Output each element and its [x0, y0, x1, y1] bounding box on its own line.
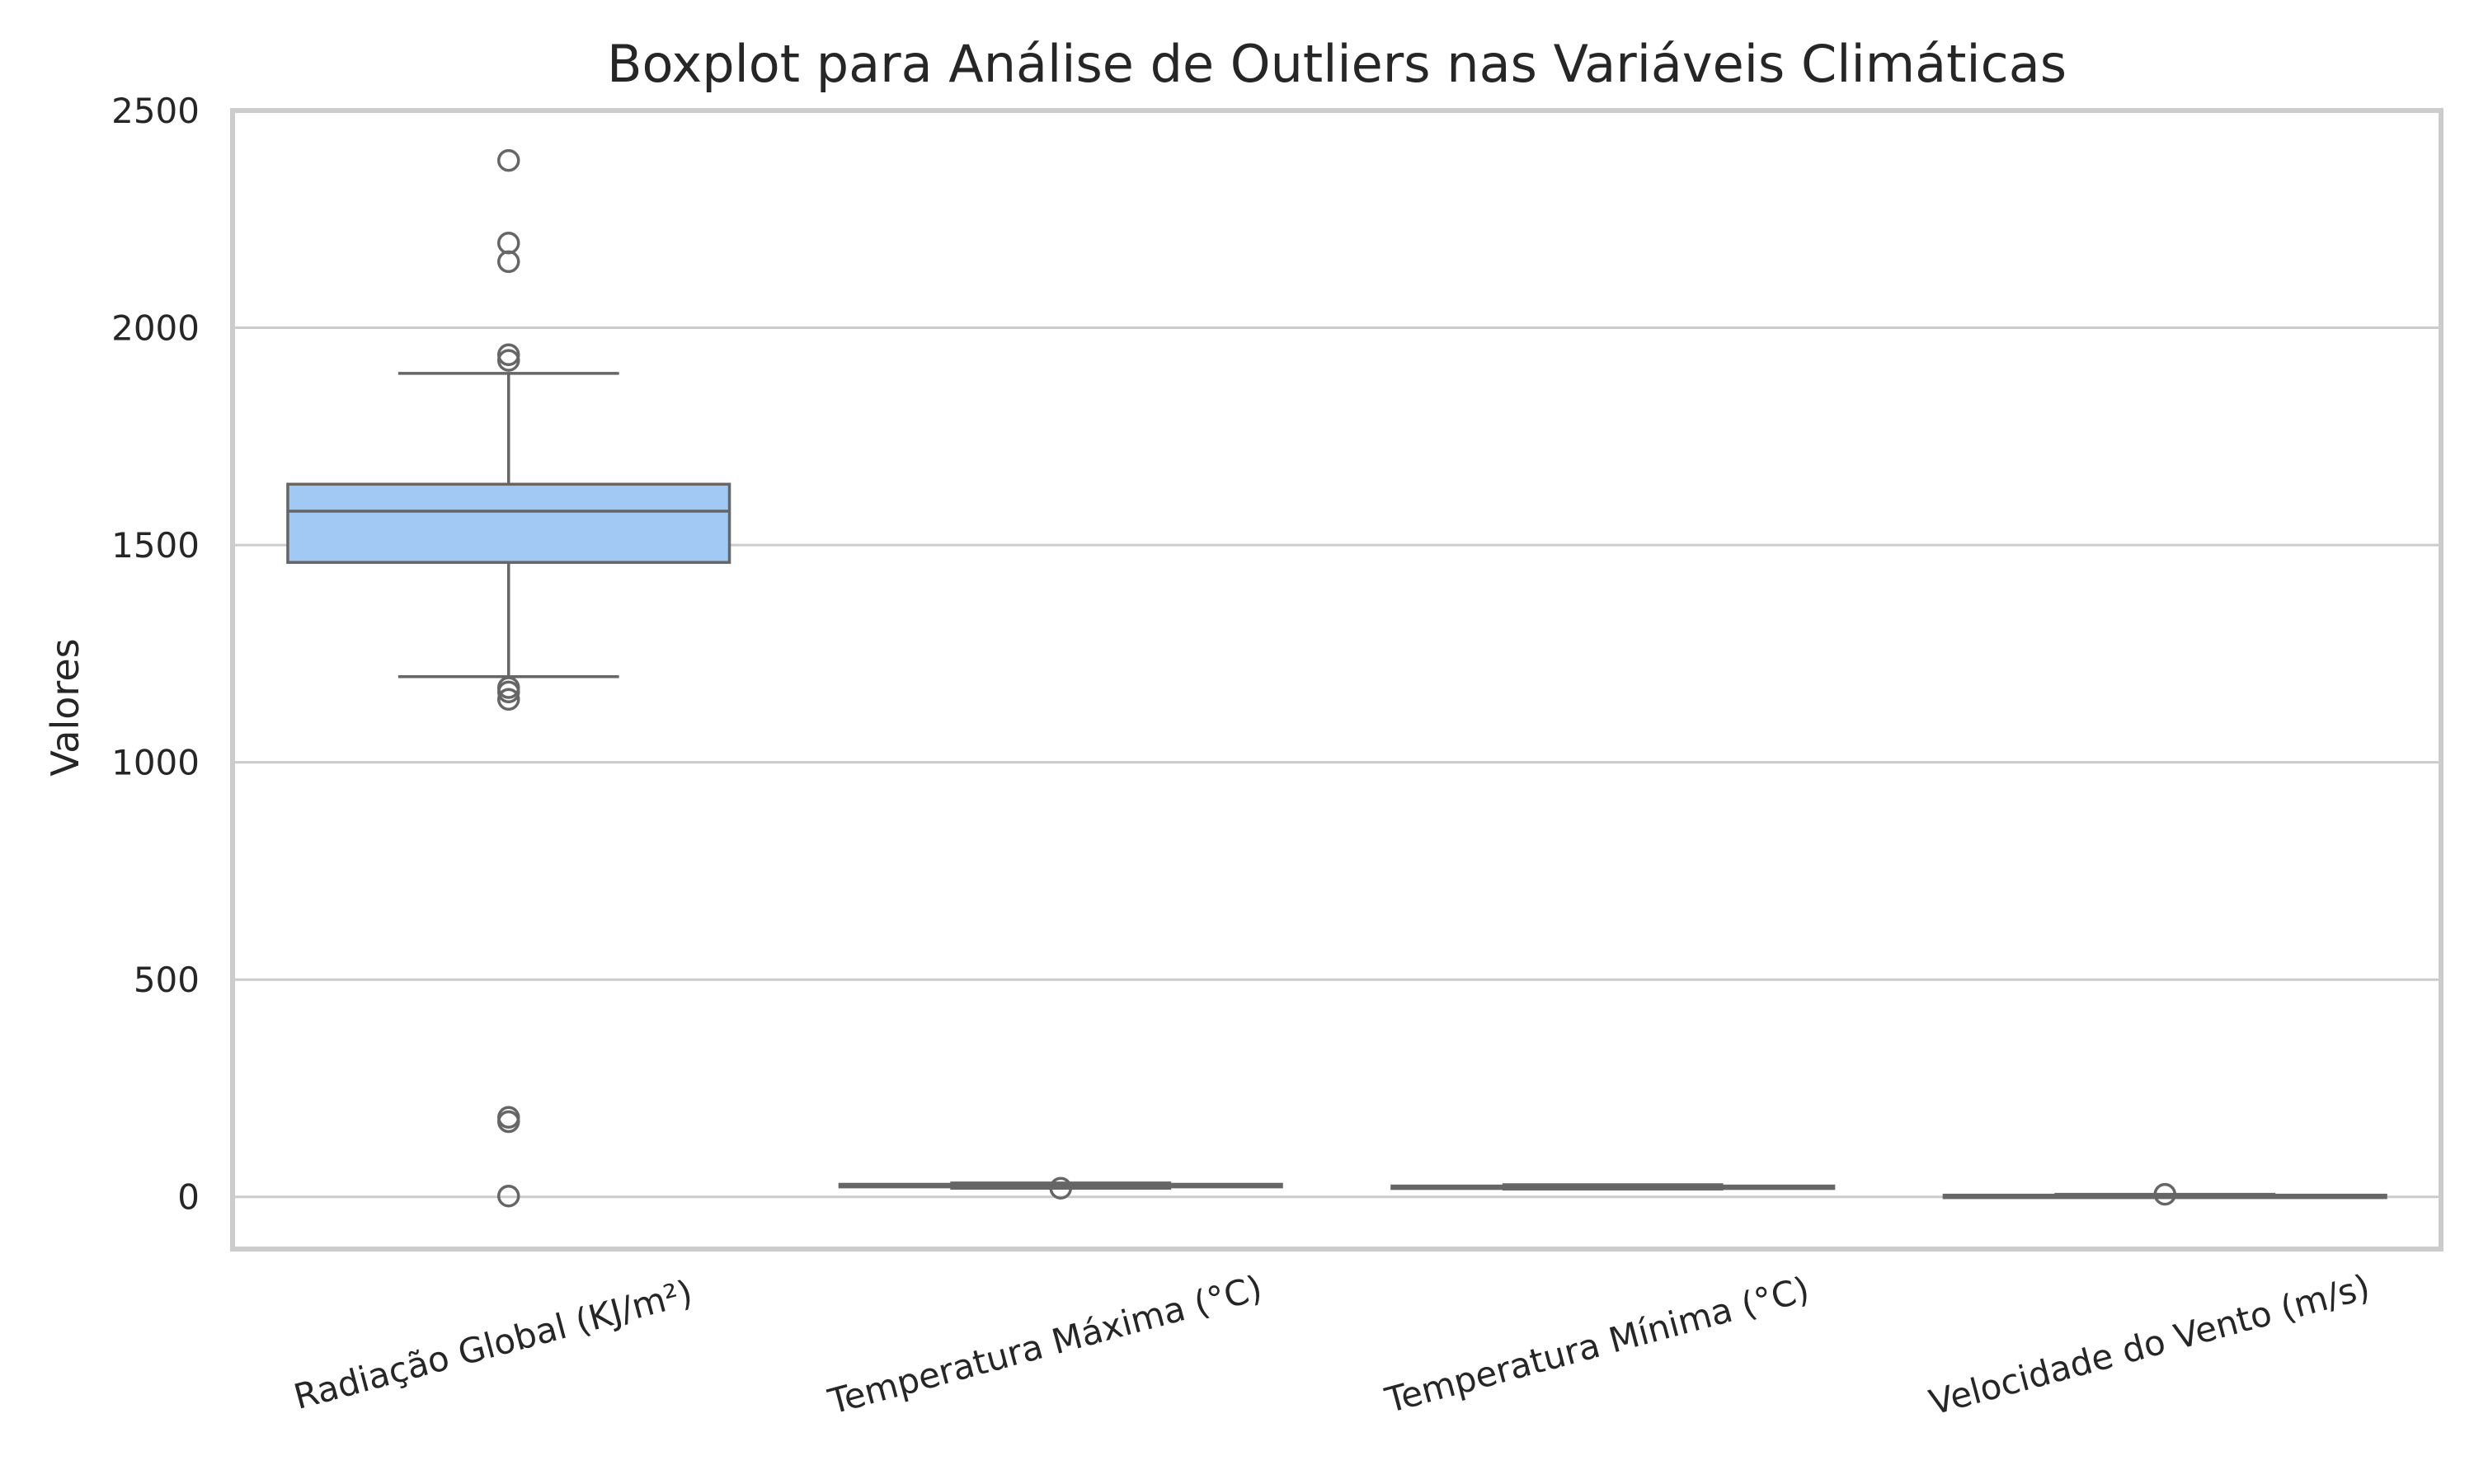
outlier-point — [1049, 1176, 1072, 1200]
chart-title: Boxplot para Análise de Outliers nas Var… — [607, 34, 2067, 94]
y-axis-label: Valores — [43, 638, 87, 776]
y-tick-label: 500 — [134, 960, 200, 1000]
x-tick-label: Temperatura Máxima (°C) — [824, 1267, 1267, 1422]
x-tick-label: Temperatura Mínima (°C) — [1380, 1269, 1813, 1421]
boxes — [286, 148, 2387, 1208]
x-tick-labels: Radiação Global (KJ/m²) Temperatura Máxim… — [289, 1266, 2374, 1423]
outlier-point — [497, 343, 520, 366]
box-group — [1942, 1182, 2387, 1206]
y-tick-label: 1500 — [111, 525, 200, 566]
outlier-point — [497, 250, 520, 274]
y-tick-label: 2500 — [111, 91, 200, 131]
box-group — [1390, 1183, 1836, 1191]
outlier-point — [497, 349, 520, 372]
x-tick-label: Velocidade do Vento (m/s) — [1925, 1266, 2373, 1423]
outlier-point — [497, 1110, 520, 1134]
gridlines — [233, 109, 2441, 1199]
outlier-point — [2153, 1182, 2176, 1206]
outlier-point — [497, 1184, 520, 1208]
box-group — [286, 148, 731, 1208]
outlier-point — [497, 232, 520, 255]
box-group — [838, 1176, 1283, 1200]
y-tick-label: 0 — [177, 1177, 200, 1218]
y-tick-label: 1000 — [111, 743, 200, 783]
outlier-point — [497, 680, 520, 704]
y-tick-label: 2000 — [111, 308, 200, 349]
y-tick-labels: 0 500 1000 1500 2000 2500 — [111, 91, 200, 1218]
x-tick-label: Radiação Global (KJ/m²) — [289, 1272, 697, 1417]
plot-frame — [230, 108, 2443, 1252]
outlier-point — [497, 688, 520, 711]
iqr-box — [286, 482, 731, 564]
outlier-point — [497, 148, 520, 172]
